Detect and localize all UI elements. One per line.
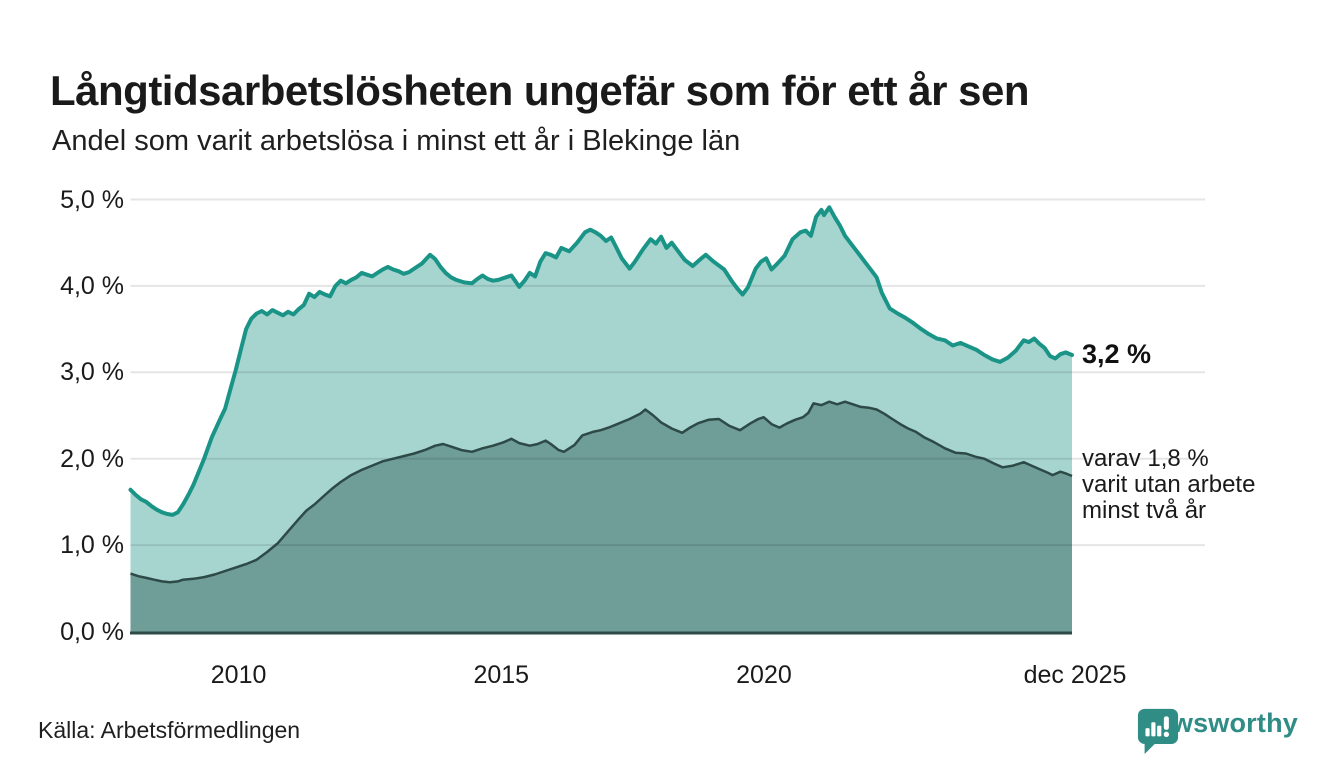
y-tick-label: 2,0 % [60,444,124,473]
x-tick-label: 2010 [210,661,267,689]
x-tick-label: dec 2025 [1023,661,1127,689]
newsworthy-logo: Newsworthy [1137,708,1298,754]
line-minst-tva-ar [130,400,1073,584]
annotation-latest-total: 3,2 % [1082,339,1152,369]
y-tick-label: 4,0 % [60,271,124,300]
newsworthy-icon [1137,708,1179,754]
annotation-two-year-share: varav 1,8 % varit utan arbete minst två … [1082,445,1256,524]
y-tick-label: 5,0 % [60,185,124,214]
chart-title: Långtidsarbetslösheten ungefär som för e… [50,67,1030,115]
x-tick-label: 2020 [736,661,792,689]
chart-subtitle: Andel som varit arbetslösa i minst ett å… [52,125,741,157]
source-note: Källa: Arbetsförmedlingen [38,717,301,743]
area-minst-tva-ar [130,401,1072,632]
line-minst-ett-ar [128,205,1074,517]
y-tick-label: 1,0 % [60,531,124,560]
y-tick-label: 0,0 % [60,617,124,646]
x-tick-label: 2015 [473,661,530,689]
y-tick-label: 3,0 % [60,358,124,387]
